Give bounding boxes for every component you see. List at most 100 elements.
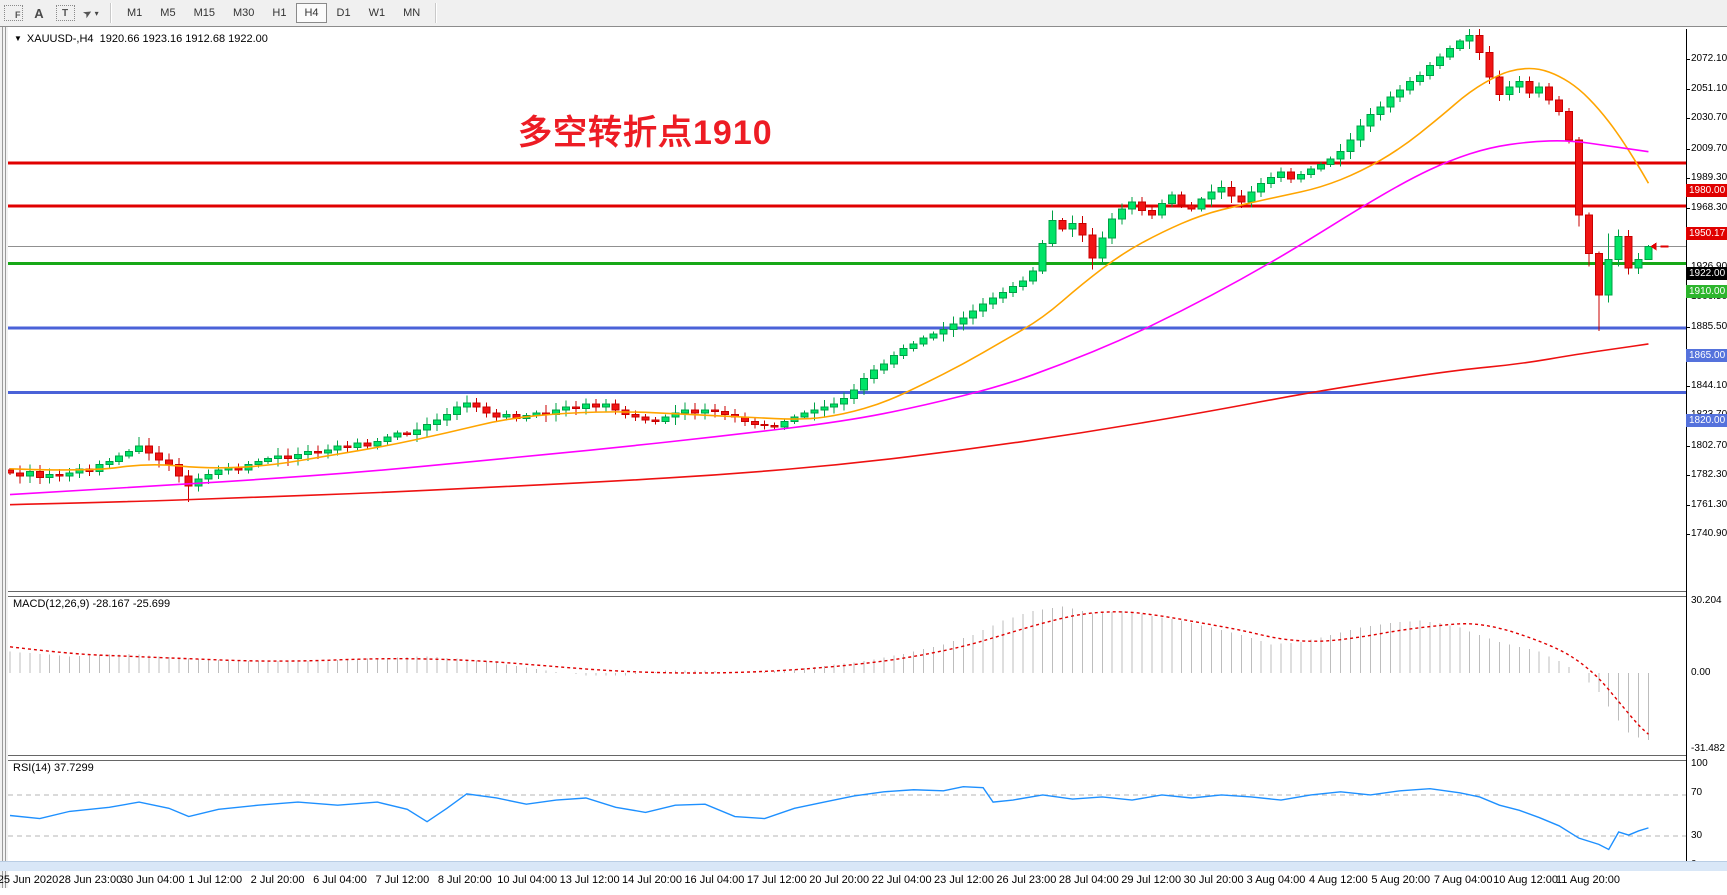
candle-body <box>442 413 451 421</box>
timeframe-button-w1[interactable]: W1 <box>368 7 386 19</box>
timeframe-button-h1[interactable]: H1 <box>272 7 287 19</box>
candle-body <box>1138 201 1147 212</box>
timeframe-button-h4[interactable]: H4 <box>296 3 327 23</box>
chevron-down-icon[interactable]: ▾ <box>94 8 99 18</box>
candle-body <box>939 329 948 335</box>
candle-body <box>661 416 670 422</box>
price-badge-1980.00: 1980.00 <box>1686 184 1727 198</box>
candle-body <box>750 420 759 425</box>
time-tick-label: 7 Aug 04:00 <box>1433 874 1493 886</box>
timeframe-button-m5[interactable]: M5 <box>160 7 176 19</box>
macd-axis-label: 30.204 <box>1691 595 1722 606</box>
price-tick-label: 2072.10 <box>1685 53 1727 65</box>
time-tick-label: 16 Jul 04:00 <box>684 874 745 886</box>
cursor-style-icon[interactable]: ➤ ▾ <box>81 5 99 21</box>
candle-body <box>1555 99 1564 113</box>
price-badge-1865.00: 1865.00 <box>1686 349 1727 363</box>
time-tick-label: 10 Jul 04:00 <box>497 874 558 886</box>
candle-body <box>145 445 154 454</box>
candle-body <box>492 412 501 418</box>
candle-body <box>1177 194 1186 206</box>
candle-body <box>889 354 898 365</box>
time-tick-label: 8 Jul 20:00 <box>437 874 492 886</box>
time-axis[interactable]: 25 Jun 2020 28 Jun 23:00 30 Jun 04:00 1 Jul… <box>0 870 1727 889</box>
chevron-down-icon[interactable]: ▼ <box>14 34 22 43</box>
time-tick-label: 17 Jul 12:00 <box>746 874 807 886</box>
time-tick-label: 25 Jun 2020 <box>0 874 59 886</box>
candle-body <box>810 409 819 414</box>
text-label-icon[interactable]: A <box>34 5 44 21</box>
candle-body <box>1108 218 1117 239</box>
rsi-canvas[interactable] <box>8 759 1686 870</box>
candle-body <box>184 475 193 487</box>
toolbar: F A T ➤ ▾ M1 M5 M15 M30 H1 H4 D1 W1 MN <box>0 0 1727 27</box>
candle-body <box>135 445 144 453</box>
candle-body <box>1614 235 1623 260</box>
rsi-axis-label: 100 <box>1691 758 1708 769</box>
candle-body <box>393 432 402 438</box>
candle-body <box>760 423 769 427</box>
candle-body <box>1207 191 1216 200</box>
candle-body <box>482 406 491 414</box>
timeframe-button-m15[interactable]: M15 <box>193 7 215 19</box>
candle-body <box>989 297 998 305</box>
candle-body <box>363 442 372 447</box>
candle-body <box>65 472 74 477</box>
timeframe-button-m1[interactable]: M1 <box>127 7 143 19</box>
candle-body <box>1525 80 1534 94</box>
macd-label: MACD(12,26,9) -28.167 -25.699 <box>13 598 171 610</box>
candle-body <box>1505 86 1514 95</box>
timeframe-button-d1[interactable]: D1 <box>336 7 351 19</box>
candle-body <box>601 403 610 408</box>
timeframe-button-m30[interactable]: M30 <box>232 7 255 19</box>
panel-splitter[interactable] <box>8 591 1727 597</box>
candle-body <box>383 436 392 443</box>
current-price-marker <box>1650 242 1657 251</box>
candle-body <box>45 474 54 478</box>
macd-axis-label: -31.482 <box>1691 743 1725 754</box>
price-badge-1922.00: 1922.00 <box>1686 267 1727 281</box>
candle-body <box>452 406 461 415</box>
price-badge-1820.00: 1820.00 <box>1686 413 1727 427</box>
macd-signal-line <box>9 611 1649 735</box>
candle-body <box>254 461 263 465</box>
candle-body <box>373 441 382 447</box>
candle-body <box>432 419 441 425</box>
candle-body <box>1167 194 1176 204</box>
candle-body <box>154 452 163 461</box>
candle-body <box>1346 139 1355 153</box>
candle-body <box>999 291 1007 299</box>
ohlc-values: 1920.66 1923.16 1912.68 1922.00 <box>99 33 268 45</box>
candle-body <box>1644 245 1653 260</box>
chart-grid-f-icon[interactable]: F <box>2 3 24 23</box>
price-tick-label: 1782.30 <box>1685 468 1727 480</box>
candle-body <box>423 423 432 431</box>
rsi-label: RSI(14) 37.7299 <box>13 762 94 774</box>
candle-body <box>1356 125 1365 141</box>
text-box-icon[interactable]: T <box>54 3 76 23</box>
candle-body <box>1286 171 1295 180</box>
candle-body <box>720 410 729 415</box>
price-tick-label: 1989.30 <box>1685 171 1727 183</box>
panel-splitter[interactable] <box>8 755 1727 761</box>
candle-body <box>850 389 859 399</box>
price-badge-1910.00: 1910.00 <box>1686 284 1727 298</box>
macd-canvas[interactable] <box>8 595 1686 755</box>
candle-body <box>1217 187 1226 193</box>
timeframe-button-mn[interactable]: MN <box>403 7 421 19</box>
candle-body <box>1157 202 1166 216</box>
candle-body <box>1604 258 1613 296</box>
candle-body <box>1058 220 1067 230</box>
price-chart-canvas[interactable] <box>8 29 1686 591</box>
candle-body <box>502 413 511 418</box>
candle-body <box>959 317 968 325</box>
candle-body <box>264 458 273 463</box>
candle-body <box>1406 80 1415 91</box>
price-axis[interactable]: 2072.10 2051.10 2030.70 2009.70 1989.30 1968.… <box>1685 27 1727 870</box>
candle-body <box>15 472 24 477</box>
candle-body <box>830 403 839 408</box>
candle-body <box>1078 222 1087 236</box>
grid-f-glyph: F <box>3 5 23 21</box>
candle-body <box>929 333 938 339</box>
